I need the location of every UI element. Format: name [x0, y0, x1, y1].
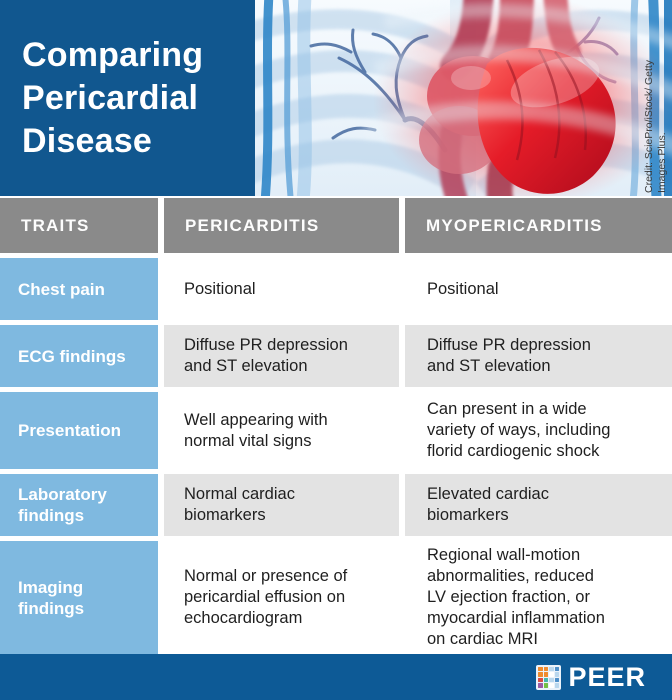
- value-pericarditis-presentation: Well appearing with normal vital signs: [164, 392, 399, 469]
- trait-cell-laboratory-findings: Laboratory findings: [0, 474, 158, 536]
- header-cell-traits: TRAITS: [0, 198, 158, 253]
- trait-cell-chest-pain: Chest pain: [0, 258, 158, 320]
- title-block: Comparing Pericardial Disease: [0, 0, 255, 196]
- trait-cell-presentation: Presentation: [0, 392, 158, 469]
- value-pericarditis-chest-pain: Positional: [164, 258, 399, 320]
- image-credit: Credit: SciePro/iStock/ Getty Images Plu…: [643, 59, 668, 193]
- front-ribs-icon: [362, 3, 672, 155]
- peer-logo-icon: [536, 664, 562, 690]
- heart-anatomy-illustration-icon: [255, 0, 672, 196]
- hero-image: Credit: SciePro/iStock/ Getty Images Plu…: [255, 0, 672, 196]
- footer-bar: PEER: [0, 654, 672, 700]
- header-cell-pericarditis: PERICARDITIS: [164, 198, 399, 253]
- value-myopericarditis-ecg-findings: Diffuse PR depression and ST elevation: [405, 325, 672, 387]
- value-myopericarditis-imaging-findings: Regional wall-motion abnormalities, redu…: [405, 541, 672, 654]
- left-vessels-icon: [260, 0, 312, 196]
- trait-cell-ecg-findings: ECG findings: [0, 325, 158, 387]
- comparison-table: TRAITS PERICARDITIS MYOPERICARDITIS Ches…: [0, 198, 672, 654]
- header-cell-myopericarditis: MYOPERICARDITIS: [405, 198, 672, 253]
- value-myopericarditis-chest-pain: Positional: [405, 258, 672, 320]
- value-myopericarditis-presentation: Can present in a wide variety of ways, i…: [405, 392, 672, 469]
- value-pericarditis-ecg-findings: Diffuse PR depression and ST elevation: [164, 325, 399, 387]
- value-myopericarditis-laboratory-findings: Elevated cardiac biomarkers: [405, 474, 672, 536]
- value-pericarditis-laboratory-findings: Normal cardiac biomarkers: [164, 474, 399, 536]
- value-pericarditis-imaging-findings: Normal or presence of pericardial effusi…: [164, 541, 399, 654]
- trait-cell-imaging-findings: Imaging findings: [0, 541, 158, 654]
- peer-logo-text: PEER: [568, 661, 646, 692]
- peer-brand: PEER: [536, 654, 646, 700]
- page-title: Comparing Pericardial Disease: [22, 36, 204, 160]
